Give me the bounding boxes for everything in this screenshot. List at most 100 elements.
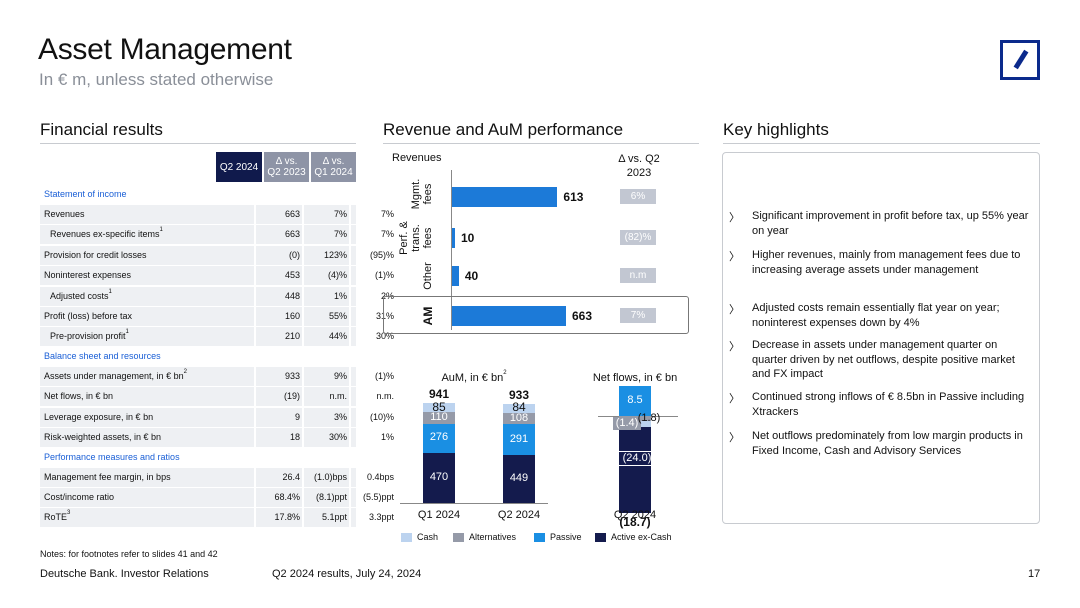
key-highlights-box: [722, 152, 1040, 524]
cell-divider: [254, 488, 256, 507]
table-row: Net flows, in € bn (19) n.m. n.m.: [40, 387, 394, 406]
delta-badge: n.m: [620, 268, 656, 283]
aum-segment-label: 291: [509, 432, 529, 445]
table-cell: 9%: [333, 371, 347, 381]
cell-divider: [254, 387, 256, 406]
highlight-item: Significant improvement in profit before…: [752, 210, 1029, 237]
table-row: Leverage exposure, in € bn 9 3% (10)%: [40, 408, 394, 427]
cell-divider: [254, 205, 256, 224]
cell-divider: [254, 307, 256, 326]
table-cell: 55%: [328, 311, 347, 321]
table-cell: (0): [289, 250, 300, 260]
table-row: Revenues 663 7% 7%: [40, 205, 394, 224]
table-cell: 1%: [380, 432, 394, 442]
revenue-bar-value: 663: [572, 309, 593, 323]
revenue-bar: [452, 187, 558, 207]
chevron-right-icon: 〉: [729, 304, 740, 316]
aum-segment: [503, 424, 535, 456]
cell-divider: [254, 428, 256, 447]
cell-divider: [302, 367, 304, 386]
aum-segment: [423, 423, 455, 454]
highlight-item: Net outflows predominately from low marg…: [752, 430, 1023, 457]
aum-segment: [423, 412, 455, 424]
cell-divider: [349, 266, 351, 285]
cell-divider: [254, 327, 256, 346]
highlight-item: Continued strong inflows of € 8.5bn in P…: [752, 391, 1025, 418]
col-header-q2-2024: Q2 2024: [216, 152, 262, 182]
aum-axis: [400, 503, 548, 504]
legend-swatch: [453, 533, 464, 542]
cell-divider: [302, 246, 304, 265]
table-cell: 5.1ppt: [321, 512, 347, 522]
row-label: Adjusted costs1: [50, 289, 112, 301]
net-flows-alternatives-label: (1.4): [613, 417, 641, 430]
cell-divider: [254, 468, 256, 487]
key-highlights-title: Key highlights: [723, 120, 829, 139]
table-cell: 123%: [323, 250, 347, 260]
legend-label: Passive: [550, 532, 582, 542]
page-number: 17: [1028, 568, 1041, 580]
net-flows-active-label: (24.0): [617, 451, 657, 466]
cell-divider: [254, 408, 256, 427]
table-cell: (95)%: [369, 250, 394, 260]
cell-divider: [349, 287, 351, 306]
row-label: Revenues ex-specific items1: [50, 227, 163, 239]
cell-divider: [302, 387, 304, 406]
table-row: Management fee margin, in bps 26.4 (1.0)bp…: [40, 468, 394, 487]
revenue-bar: [452, 266, 459, 286]
revenue-category-label: Other: [422, 262, 434, 290]
aum-segment: [423, 403, 455, 413]
row-label: Pre-provision profit1: [50, 329, 129, 341]
table-section-label: Performance measures and ratios: [44, 452, 180, 462]
net-flows-chart-title: Net flows, in € bn: [592, 372, 678, 384]
chevron-right-icon: 〉: [729, 251, 740, 263]
table-cell: (1.0)bps: [313, 472, 347, 482]
table-row: Cost/income ratio 68.4% (8.1)ppt (5.5)ppt: [40, 488, 394, 507]
cell-divider: [302, 225, 304, 244]
cell-divider: [349, 488, 351, 507]
revenue-category-label: Mgmt. fees: [410, 178, 434, 210]
chevron-right-icon: 〉: [729, 393, 740, 405]
table-cell: (1)%: [374, 270, 394, 280]
divider: [723, 143, 1040, 144]
revenue-bar: [452, 228, 455, 248]
table-cell: 44%: [328, 331, 347, 341]
legend-label: Active ex-Cash: [611, 532, 672, 542]
cell-divider: [349, 246, 351, 265]
row-label: Leverage exposure, in € bn: [44, 412, 154, 422]
cell-divider: [349, 367, 351, 386]
cell-divider: [302, 468, 304, 487]
cell-divider: [302, 408, 304, 427]
table-row: Noninterest expenses 453 (4)% (1)%: [40, 266, 394, 285]
table-cell: 26.4: [282, 472, 300, 482]
cell-divider: [302, 266, 304, 285]
legend-label: Cash: [417, 532, 439, 542]
delta-badge: (82)%: [620, 230, 656, 245]
row-label: Cost/income ratio: [44, 492, 115, 502]
page-title: Asset Management: [38, 33, 292, 66]
aum-segment: [423, 453, 455, 503]
row-label: RoTE3: [44, 510, 71, 522]
table-row: Revenues ex-specific items1 663 7% 7%: [40, 225, 394, 244]
net-flows-category-label: Q2 2024: [613, 509, 657, 521]
table-cell: 453: [284, 270, 300, 280]
aum-segment-label: 108: [509, 411, 529, 424]
cell-divider: [349, 468, 351, 487]
legend-swatch: [534, 533, 545, 542]
deutsche-bank-logo: [1000, 40, 1040, 80]
table-section-label: Balance sheet and resources: [44, 351, 161, 361]
revenue-aum-title: Revenue and AuM performance: [383, 120, 624, 139]
table-row: Provision for credit losses (0) 123% (95)%: [40, 246, 394, 265]
col-header-delta-q2-2023: Δ vs. Q2 2023: [264, 152, 309, 182]
cell-divider: [254, 508, 256, 527]
cell-divider: [349, 327, 351, 346]
aum-category-label: Q2 2024: [497, 509, 541, 521]
aum-total-label: 941: [428, 387, 450, 401]
row-label: Management fee margin, in bps: [44, 472, 171, 482]
cell-divider: [349, 205, 351, 224]
financial-results-title: Financial results: [40, 120, 163, 139]
net-flows-passive-bar: [619, 385, 651, 416]
aum-segment-label: 449: [509, 472, 529, 485]
col-header-delta-q1-2024: Δ vs. Q1 2024: [311, 152, 356, 182]
cell-divider: [349, 225, 351, 244]
